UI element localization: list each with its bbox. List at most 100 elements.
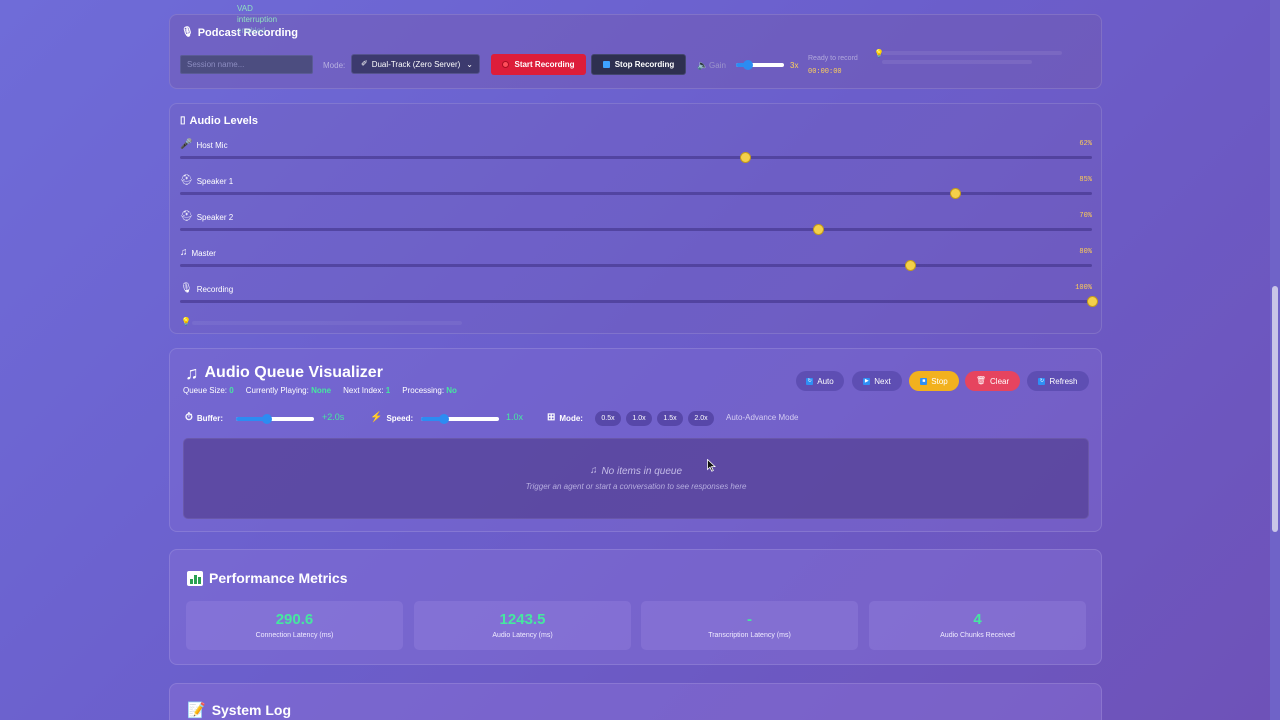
- mouse-cursor-icon: [707, 459, 716, 472]
- scrollbar-thumb[interactable]: [1272, 286, 1278, 532]
- level-slider[interactable]: [180, 260, 1092, 271]
- performance-metrics-panel: Performance Metrics 290.6 Connection Lat…: [169, 549, 1102, 665]
- gain-slider-thumb[interactable]: [743, 60, 753, 70]
- level-slider-thumb[interactable]: [1087, 296, 1098, 307]
- empty-title: ♫ No items in queue: [184, 466, 1088, 478]
- gain-slider[interactable]: [736, 60, 784, 70]
- metric-card: - Transcription Latency (ms): [641, 601, 858, 650]
- queue-title-text: Audio Queue Visualizer: [204, 364, 383, 381]
- speed-option-2.0x[interactable]: 2.0x: [688, 411, 714, 426]
- level-value: 80%: [1079, 248, 1092, 256]
- level-slider-thumb[interactable]: [740, 152, 752, 163]
- level-slider[interactable]: [180, 296, 1098, 307]
- speed-option-1.5x[interactable]: 1.5x: [657, 411, 683, 426]
- stop-button[interactable]: ■ Stop: [909, 371, 959, 391]
- recording-status: Ready to record: [808, 55, 858, 62]
- start-recording-button[interactable]: Start Recording: [491, 54, 586, 75]
- stop-icon: ■: [920, 377, 928, 385]
- level-row: ⛑ Speaker 2 70%: [180, 212, 1092, 242]
- vad-enabled-label: enabled: [237, 26, 266, 35]
- level-slider-thumb[interactable]: [904, 260, 916, 271]
- audio-queue-panel: ♫ Audio Queue Visualizer Queue Size: 0 C…: [169, 348, 1102, 532]
- clear-label: Clear: [990, 376, 1010, 386]
- level-slider[interactable]: [180, 188, 1092, 199]
- auto-label: Auto: [817, 376, 834, 386]
- level-row: ⛑ Speaker 1 85%: [180, 176, 1092, 206]
- speed-label-text: Speed:: [386, 413, 414, 423]
- music-note-icon: ♫: [185, 363, 199, 383]
- volume-icon: 🔈: [697, 60, 709, 70]
- level-value: 70%: [1079, 212, 1092, 220]
- metric-value: 4: [973, 611, 982, 628]
- memo-icon: 📝: [187, 701, 206, 719]
- record-dot-icon: [502, 61, 510, 68]
- gain-label: Gain: [709, 61, 726, 70]
- buffer-slider-thumb[interactable]: [262, 414, 273, 424]
- level-row: 🎙 Recording 100%: [180, 284, 1098, 314]
- system-log-panel: 📝 System Log: [169, 683, 1102, 720]
- level-slider-thumb[interactable]: [813, 224, 825, 235]
- metric-card: 1243.5 Audio Latency (ms): [414, 601, 631, 650]
- level-value: 100%: [1075, 284, 1092, 292]
- processing-value: No: [446, 386, 457, 395]
- stop-label: Stop: [931, 376, 948, 386]
- speed-slider-thumb[interactable]: [439, 414, 450, 424]
- level-label-text: Speaker 2: [196, 212, 234, 222]
- stop-square-icon: [602, 61, 610, 68]
- stop-recording-button[interactable]: Stop Recording: [591, 54, 686, 75]
- level-label: 🎙 Recording: [180, 284, 233, 294]
- empty-title-text: No items in queue: [601, 466, 683, 477]
- speed-option-1.0x[interactable]: 1.0x: [626, 411, 652, 426]
- vad-label: VAD: [237, 4, 253, 13]
- level-label-text: Recording: [196, 284, 234, 294]
- metric-label: Audio Latency (ms): [492, 632, 553, 639]
- queue-size-stat: Queue Size: 0: [183, 386, 234, 395]
- metric-label: Transcription Latency (ms): [708, 632, 791, 639]
- auto-icon: ↻: [806, 377, 814, 385]
- level-value: 85%: [1079, 176, 1092, 184]
- level-row: 🎤 Host Mic 62%: [180, 140, 1092, 170]
- metric-card: 4 Audio Chunks Received: [869, 601, 1086, 650]
- speed-option-0.5x[interactable]: 0.5x: [595, 411, 621, 426]
- speed-slider-fill: [421, 417, 445, 421]
- queue-size-value: 0: [229, 386, 234, 395]
- currently-playing-stat: Currently Playing: None: [246, 386, 331, 395]
- system-log-title: 📝 System Log: [187, 702, 291, 718]
- session-name-input[interactable]: [180, 55, 313, 74]
- microphone-icon: 🎤: [180, 139, 193, 150]
- recording-timer: 00:00:00: [808, 68, 842, 76]
- metric-value: 1243.5: [499, 611, 546, 628]
- page-scrollbar[interactable]: [1270, 0, 1280, 720]
- bar-chart-icon: [187, 570, 203, 586]
- buffer-label-text: Buffer:: [196, 413, 224, 423]
- currently-playing-value: None: [311, 386, 332, 395]
- level-slider[interactable]: [180, 152, 1092, 163]
- buffer-value: +2.0s: [322, 412, 345, 422]
- next-button[interactable]: ▶ Next: [852, 371, 902, 391]
- level-value: 62%: [1079, 140, 1092, 148]
- lightbulb-icon: 💡: [874, 49, 884, 58]
- clear-button[interactable]: 🗑 Clear: [965, 371, 1020, 391]
- meter-icon: ▯: [180, 115, 186, 126]
- level-label-text: Host Mic: [196, 140, 228, 150]
- next-index-value: 1: [385, 386, 391, 395]
- audio-levels-title: ▯ Audio Levels: [180, 115, 258, 127]
- performance-title: Performance Metrics: [187, 570, 348, 586]
- speaker-icon: ⛑: [180, 175, 193, 186]
- speed-slider[interactable]: [421, 414, 499, 424]
- recording-icon: 🎙: [180, 283, 193, 294]
- audio-levels-panel: ▯ Audio Levels 🎤 Host Mic 62% ⛑ Speaker 1 85%…: [169, 103, 1102, 334]
- mode-select[interactable]: ✐ Dual-Track (Zero Server) ⌄: [351, 54, 480, 74]
- level-slider[interactable]: [180, 224, 1092, 235]
- refresh-icon: ↻: [1038, 377, 1046, 385]
- buffer-slider[interactable]: [236, 414, 314, 424]
- timer-icon: ⏱: [185, 412, 193, 423]
- level-row: ♫ Master 80%: [180, 248, 1092, 278]
- chevron-down-icon: ⌄: [466, 60, 473, 69]
- recording-icon: 🎙: [181, 27, 194, 38]
- buffer-slider-fill: [236, 417, 268, 421]
- auto-button[interactable]: ↻ Auto: [796, 371, 844, 391]
- level-label: ⛑ Speaker 2: [180, 212, 233, 222]
- refresh-button[interactable]: ↻ Refresh: [1027, 371, 1089, 391]
- level-slider-thumb[interactable]: [950, 188, 962, 199]
